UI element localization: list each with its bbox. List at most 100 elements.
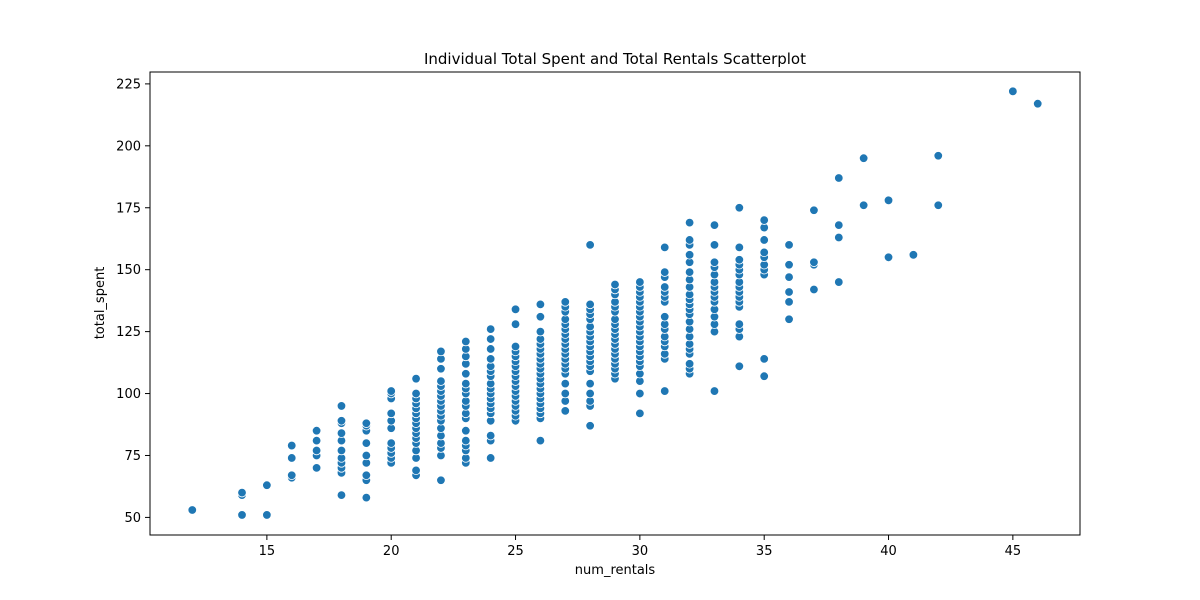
y-tick-label: 100: [116, 387, 141, 402]
scatter-point: [436, 364, 446, 374]
scatter-point: [485, 324, 496, 334]
scatter-point: [461, 369, 471, 379]
scatter-point: [759, 235, 769, 245]
scatter-point: [784, 240, 794, 250]
scatter-point: [709, 240, 720, 250]
y-axis-label: total_spent: [93, 267, 108, 340]
scatter-point: [287, 440, 297, 451]
scatter-point: [361, 450, 372, 461]
x-tick-label: 25: [507, 544, 524, 559]
scatter-point: [734, 319, 745, 329]
scatter-point: [684, 359, 695, 369]
scatter-point: [485, 453, 496, 463]
scatter-point: [610, 279, 620, 290]
scatter-point: [585, 240, 595, 250]
chart-title: Individual Total Spent and Total Rentals…: [424, 50, 806, 68]
scatter-point: [336, 401, 347, 411]
scatter-point: [560, 297, 570, 307]
scatter-point: [585, 299, 595, 310]
scatter-point: [784, 297, 794, 307]
y-tick-label: 200: [116, 139, 141, 154]
scatter-point: [361, 492, 372, 503]
y-tick-label: 175: [116, 201, 141, 216]
scatter-point: [734, 361, 745, 372]
scatter-point: [560, 378, 570, 389]
scatter-point: [361, 438, 372, 448]
scatter-point: [759, 215, 769, 225]
scatter-point: [734, 255, 745, 265]
scatter-point: [834, 220, 844, 230]
scatter-point: [436, 346, 446, 357]
scatter-point: [858, 153, 869, 163]
x-tick-label: 40: [880, 544, 897, 559]
scatter-point: [510, 319, 521, 329]
scatter-point: [386, 438, 396, 448]
scatter-point: [784, 260, 794, 270]
x-axis-ticks: 15 20 25 30 35 40 45: [259, 535, 1022, 559]
x-tick-label: 45: [1005, 544, 1022, 559]
scatter-point: [684, 235, 695, 245]
scatter-point: [311, 445, 322, 456]
scatter-point: [461, 378, 471, 389]
y-tick-label: 225: [116, 77, 141, 92]
scatter-point: [187, 505, 197, 515]
scatter-point: [461, 435, 471, 446]
scatter-point: [411, 465, 421, 476]
scatter-point: [858, 200, 869, 210]
scatter-point: [635, 408, 645, 419]
scatter-point: [510, 304, 521, 315]
scatter-point: [660, 312, 670, 322]
scatter-point: [461, 336, 471, 347]
scatter-point: [834, 173, 844, 183]
scatter-point: [834, 277, 844, 287]
scatter-point: [436, 475, 446, 485]
scatter-point: [411, 373, 421, 384]
scatter-point: [461, 426, 471, 436]
scatter-point: [311, 463, 322, 473]
y-tick-label: 150: [116, 263, 141, 278]
scatter-point: [336, 428, 347, 438]
scatter-point: [734, 242, 745, 253]
scatter-point: [336, 490, 347, 500]
scatter-point: [411, 388, 421, 399]
scatter-point: [386, 408, 396, 419]
scatter-point: [784, 287, 794, 297]
scatter-point: [759, 354, 769, 364]
scatter-point: [784, 272, 794, 282]
scatter-point: [933, 200, 943, 210]
scatter-point: [311, 426, 322, 436]
scatter-point: [485, 354, 496, 364]
scatter-point: [709, 220, 720, 230]
x-axis-label: num_rentals: [575, 563, 656, 578]
scatter-point: [436, 376, 446, 386]
scatter-point: [585, 388, 595, 399]
scatter-point: [262, 510, 272, 520]
scatter-point: [535, 312, 546, 322]
scatter-point: [759, 371, 769, 381]
scatter-point: [1008, 86, 1018, 97]
x-tick-label: 30: [632, 544, 649, 559]
scatter-point: [933, 151, 943, 161]
scatter-point: [709, 257, 720, 267]
scatter-point: [1033, 99, 1043, 109]
scatter-point: [560, 406, 570, 416]
scatter-point: [883, 252, 894, 262]
scatter-point: [485, 334, 496, 344]
scatter-point: [734, 203, 745, 213]
scatter-point: [660, 282, 670, 292]
x-tick-label: 35: [756, 544, 773, 559]
scatter-point: [336, 416, 347, 426]
scatter-point: [287, 453, 297, 463]
scatter-point: [485, 344, 496, 354]
scatter-point: [585, 378, 595, 389]
scatter-point: [834, 232, 844, 243]
scatter-point: [336, 445, 347, 456]
scatter-point: [908, 250, 919, 260]
scatter-point: [784, 314, 794, 324]
y-tick-label: 75: [124, 449, 141, 464]
scatter-point: [386, 386, 396, 396]
scatter-point: [635, 277, 645, 287]
y-axis-ticks: 50 75 100 125 150 175 200 225: [116, 77, 150, 526]
